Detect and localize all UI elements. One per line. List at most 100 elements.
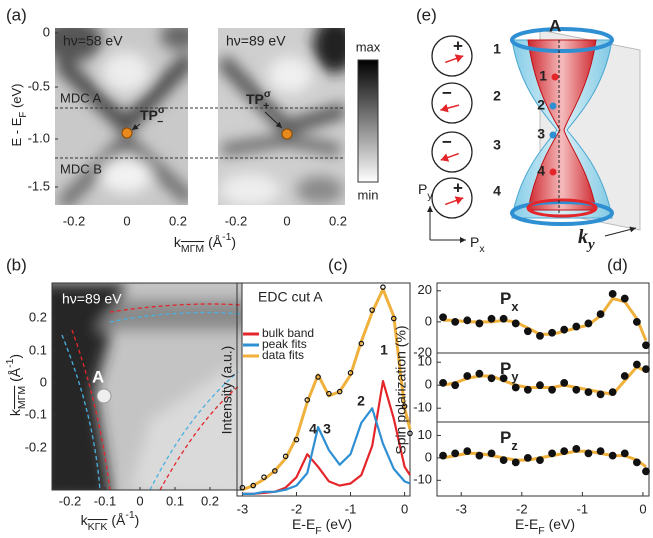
y-axis-label: kMΓM (Å-1) — [4, 354, 28, 416]
x-tick-label: -1 — [345, 501, 357, 516]
spin-number: 2 — [493, 88, 501, 104]
data-point — [488, 450, 495, 457]
data-point — [573, 323, 580, 330]
subplot-title: Pz — [500, 428, 518, 452]
x-tick-label: -0.1 — [94, 493, 116, 508]
x-tick-label: -0.2 — [59, 493, 81, 508]
peak-label: 1 — [380, 342, 388, 358]
cone-point — [550, 103, 557, 110]
spin-circle — [432, 83, 472, 123]
spin-circle — [432, 36, 472, 76]
tp-point — [122, 128, 132, 138]
data-point — [452, 450, 459, 457]
data-point — [561, 448, 568, 455]
data-point — [609, 389, 616, 396]
data-point — [440, 380, 447, 387]
y-tick-label: -0.5 — [28, 78, 50, 93]
y-axis-label: Spin polarization (%) — [393, 325, 409, 454]
x-tick-label: 0.2 — [201, 493, 219, 508]
subplot-title-part: P — [500, 359, 511, 378]
axis-label-part: y — [427, 190, 433, 202]
data-point — [585, 320, 592, 327]
mdc-label: MDC B — [60, 161, 102, 176]
data-point — [525, 387, 532, 394]
axis-label-part: x — [479, 243, 485, 255]
x-tick-label: -1 — [577, 501, 589, 516]
cone-point — [550, 169, 557, 176]
tp-label-part: + — [263, 100, 269, 112]
x-axis-label-part: (Å — [107, 512, 126, 528]
tp-label-part: σ — [264, 88, 271, 100]
axis-label-part: P — [418, 181, 427, 197]
y-tick-label: -1.5 — [28, 178, 50, 193]
data-point — [643, 342, 650, 349]
tp-point — [282, 129, 292, 139]
y-tick-label: 20 — [418, 282, 432, 297]
data-point — [585, 450, 592, 457]
x-axis-label: kKΓK (Å-1) — [81, 509, 140, 533]
x-tick-label: 0.2 — [329, 213, 347, 228]
axis-label-part: y — [586, 237, 595, 253]
data-point — [609, 452, 616, 459]
x-axis-label-part: -1 — [222, 231, 231, 243]
legend-label: data fits — [262, 348, 304, 362]
panel-label: (c) — [328, 255, 348, 274]
spin-sign: + — [453, 36, 463, 55]
spin-sign: + — [453, 178, 463, 197]
y-tick-label: 0.1 — [29, 342, 47, 357]
data-point — [609, 291, 616, 298]
plot-frame — [237, 283, 410, 496]
x-tick-label: -0.2 — [63, 213, 85, 228]
mdc-label: MDC A — [60, 90, 102, 105]
y-tick-label: 0 — [425, 377, 432, 392]
x-tick-label: 0 — [123, 213, 130, 228]
data-point — [561, 326, 568, 333]
panel-label: (b) — [6, 255, 27, 274]
y-tick-label: 10 — [418, 427, 432, 442]
data-point — [512, 320, 519, 327]
x-tick-label: -2 — [291, 501, 303, 516]
cone-point — [552, 74, 559, 81]
axis-label: Px — [470, 234, 485, 255]
data-point — [488, 315, 495, 322]
y-tick-label: 0.2 — [29, 309, 47, 324]
x-tick-label: 0.1 — [166, 493, 184, 508]
data-point — [476, 370, 483, 377]
x-tick-label: -0.2 — [225, 213, 247, 228]
x-axis-label: kMΓM (Å-1) — [174, 231, 236, 255]
x-axis-label-part: ) — [231, 234, 236, 250]
x-axis-label-part: KΓK — [88, 521, 108, 533]
data-point — [561, 380, 568, 387]
spin-sign: − — [442, 132, 452, 151]
cone-number: 3 — [537, 126, 545, 142]
data-point — [621, 450, 628, 457]
peak-label: 2 — [357, 393, 365, 409]
image-title: hν=58 eV — [63, 33, 123, 49]
y-tick-label: -0.2 — [25, 439, 47, 454]
x-tick-label: 0 — [639, 501, 646, 516]
data-point — [476, 452, 483, 459]
y-tick-label: 0 — [425, 313, 432, 328]
point-label: A — [549, 16, 561, 35]
data-point — [452, 382, 459, 389]
colorbar — [358, 60, 378, 182]
data-point — [476, 320, 483, 327]
subplot-title: Px — [500, 289, 518, 313]
data-point — [573, 446, 580, 453]
x-axis-label-part: (Å — [204, 234, 223, 250]
peak-label: 4 — [309, 421, 317, 437]
spin-circle — [432, 178, 472, 218]
x-axis-label-part: ) — [135, 512, 140, 528]
data-point — [549, 329, 556, 336]
tp-label-part: TP — [246, 91, 264, 107]
data-point — [634, 319, 641, 326]
cone-number: 4 — [537, 163, 545, 179]
tp-label-part: − — [157, 116, 163, 128]
data-point — [512, 384, 519, 391]
data-point — [500, 457, 507, 464]
data-point — [537, 457, 544, 464]
data-point — [549, 387, 556, 394]
x-axis-label-part: (eV) — [322, 516, 352, 532]
x-tick-label: 0.2 — [169, 213, 187, 228]
data-point — [597, 448, 604, 455]
